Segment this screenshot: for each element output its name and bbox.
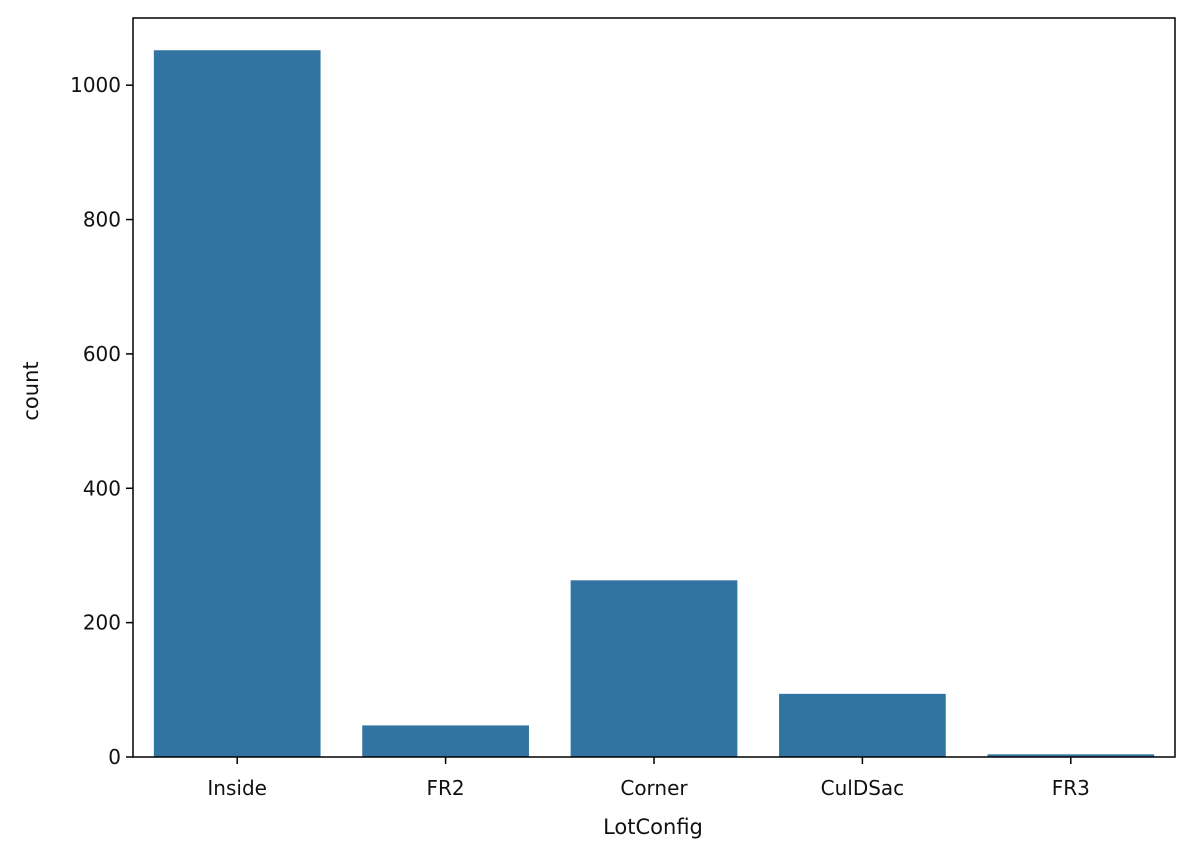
y-tick-label: 200	[83, 611, 121, 635]
bar-fr3	[987, 754, 1155, 757]
labels-layer: LotConfig count	[19, 361, 703, 839]
x-tick-label: Corner	[620, 776, 688, 800]
bar-fr2	[362, 725, 529, 757]
x-tick-label: CulDSac	[821, 776, 905, 800]
x-tick-label: FR2	[427, 776, 465, 800]
x-tick-label: FR3	[1052, 776, 1090, 800]
y-tick-label: 600	[83, 342, 121, 366]
y-tick-label: 1000	[70, 73, 121, 97]
x-axis-title: LotConfig	[603, 815, 703, 839]
y-tick-label: 400	[83, 476, 121, 500]
bar-culdsac	[779, 693, 946, 757]
y-axis-title: count	[19, 361, 43, 420]
bar-corner	[570, 580, 738, 757]
x-tick-label: Inside	[207, 776, 267, 800]
bars-layer	[153, 50, 1155, 757]
y-tick-label: 800	[83, 208, 121, 232]
bar-inside	[153, 50, 321, 757]
axes-layer: 0 200 400 600 800 1000 Inside FR2 Corner CulDSac F…	[70, 17, 1176, 800]
y-tick-label: 0	[108, 745, 121, 769]
